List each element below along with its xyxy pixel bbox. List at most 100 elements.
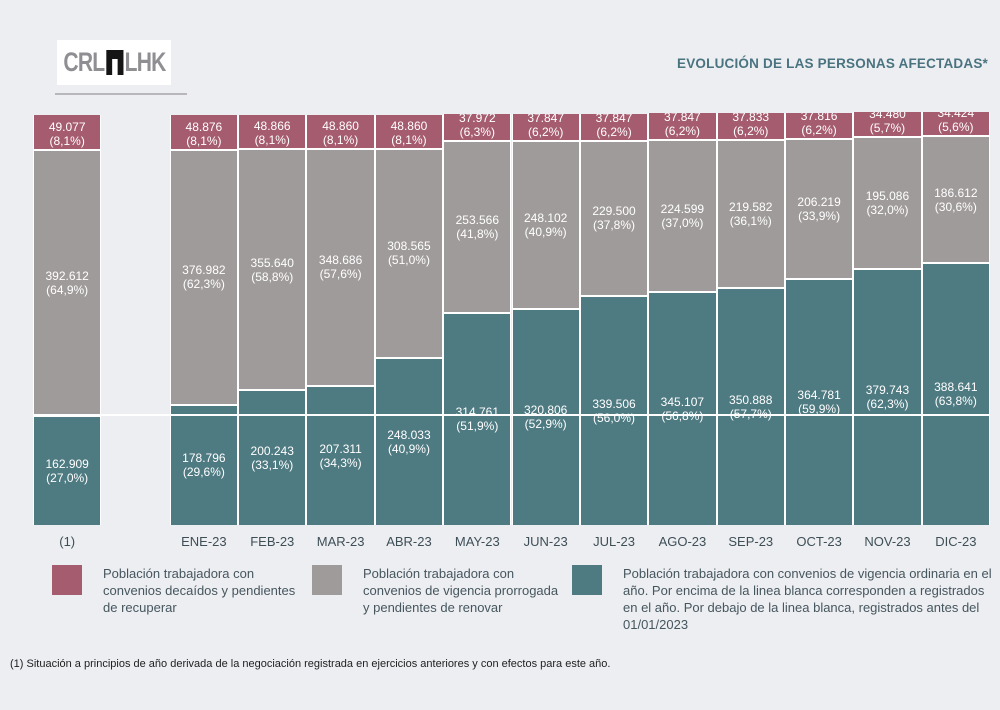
bar-segment-prorrogada: 348.686 (57,6%) — [307, 148, 374, 385]
bar-segment-prorrogada: 186.612 (30,6%) — [922, 135, 989, 262]
bar-JUL-23: 37.847 (6,2%) 229.500 (37,8%) 339.506 (56,0%) — [579, 113, 649, 525]
segment-value-label: 376.982 (62,3%) — [182, 263, 226, 292]
baseline-white-line — [33, 413, 990, 416]
bar-segment-decaidos: 48.860 (8,1%) — [375, 114, 443, 148]
bar-NOV-23: 34.480 (5,7%) 195.086 (32,0%) 379.743 (62,3%) — [853, 112, 922, 525]
x-axis-label — [101, 534, 169, 549]
segment-value-label: 49.077 (8,1%) — [48, 119, 86, 148]
segment-value-label: 162.909 (27,0%) — [45, 456, 89, 485]
segment-value-label: 34.424 (5,6%) — [937, 112, 975, 135]
bar-segment-decaidos: 37.847 (6,2%) — [580, 113, 648, 140]
bar-segment-decaidos: 34.424 (5,6%) — [922, 112, 989, 136]
x-axis-label: AGO-23 — [658, 534, 707, 549]
segment-value-label: 320.806 (52,9%) — [523, 403, 568, 432]
chart-area: 49.077 (8,1%) 392.612 (64,9%) 162.909 (27,0%)… — [33, 112, 990, 525]
legend-swatch-prorrogada — [312, 565, 342, 595]
bar-segment-prorrogada: 224.599 (37,0%) — [649, 139, 716, 292]
bar-segment-ordinaria: 379.743 (62,3%) — [854, 267, 921, 525]
segment-value-label: 253.566 (41,8%) — [455, 212, 499, 241]
segment-value-label: 229.500 (37,8%) — [592, 204, 636, 233]
segment-value-label: 206.219 (33,9%) — [797, 195, 841, 224]
page-title: EVOLUCIÓN DE LAS PERSONAS AFECTADAS* — [677, 56, 988, 71]
legend-item-prorrogada: Población trabajadora con convenios de v… — [312, 565, 567, 616]
x-axis-label: DIC-23 — [935, 534, 977, 549]
bar-ENE-23: 48.876 (8,1%) 376.982 (62,3%) 178.796 (29,6%) — [169, 115, 239, 525]
bar-segment-decaidos: 49.077 (8,1%) — [34, 115, 101, 149]
bar-segment-decaidos: 48.860 (8,1%) — [307, 115, 374, 149]
segment-value-label: 339.506 (56,0%) — [592, 396, 636, 425]
segment-value-label: 48.860 (8,1%) — [390, 118, 428, 147]
bar-segment-ordinaria: 339.506 (56,0%) — [580, 295, 648, 525]
x-axis-label: ABR-23 — [386, 534, 432, 549]
segment-value-label: 186.612 (30,6%) — [934, 185, 978, 214]
bar-OCT-23: 37.816 (6,2%) 206.219 (33,9%) 364.781 (59,9%) — [784, 112, 854, 525]
segment-value-label: 248.033 (40,9%) — [387, 427, 431, 456]
bar-segment-decaidos: 34.480 (5,7%) — [854, 112, 921, 136]
logo-lhk: LHK — [124, 47, 166, 77]
segment-value-label: 34.480 (5,7%) — [869, 112, 906, 135]
bar-ABR-23: 48.860 (8,1%) 308.565 (51,0%) 248.033 (40,9%) — [374, 114, 444, 525]
x-axis-label: SEP-23 — [728, 534, 774, 549]
bar-segment-ordinaria: 364.781 (59,9%) — [785, 277, 853, 525]
bar-segment-decaidos: 48.876 (8,1%) — [170, 115, 238, 149]
logo-text: CRL LHK — [62, 47, 166, 78]
x-axis: (1) ENE-23 FEB-23 MAR-23 ABR-23 MAY-23 JUN-23 J… — [33, 534, 990, 549]
bar-segment-decaidos: 37.816 (6,2%) — [785, 112, 853, 139]
segment-value-label: 37.847 (6,2%) — [527, 113, 565, 139]
bar-segment-prorrogada: 253.566 (41,8%) — [444, 140, 511, 312]
x-axis-label: MAY-23 — [454, 534, 500, 549]
segment-value-label: 364.781 (59,9%) — [797, 388, 841, 417]
segment-value-label: 207.311 (34,3%) — [319, 441, 362, 470]
legend-swatch-ordinaria — [572, 565, 602, 595]
bar-segment-ordinaria: 200.243 (33,1%) — [239, 389, 306, 525]
segment-value-label: 350.888 (57,7%) — [729, 393, 773, 422]
segment-value-label: 37.972 (6,3%) — [458, 114, 496, 140]
segment-value-label: 348.686 (57,6%) — [318, 253, 363, 282]
bar-segment-prorrogada: 206.219 (33,9%) — [785, 138, 853, 278]
logo-mark-icon — [105, 50, 123, 75]
bar-segment-ordinaria: 350.888 (57,7%) — [717, 287, 784, 525]
segment-value-label: 219.582 (36,1%) — [729, 199, 773, 228]
footnote: (1) Situación a principios de año deriva… — [10, 658, 611, 670]
legend-label-prorrogada: Población trabajadora con convenios de v… — [363, 566, 559, 615]
bar-col1col: 49.077 (8,1%) 392.612 (64,9%) 162.909 (27,0%) — [33, 115, 102, 525]
segment-value-label: 200.243 (33,1%) — [250, 444, 294, 473]
bar-AGO-23: 37.847 (6,2%) 224.599 (37,0%) 345.107 (56,8%) — [648, 113, 717, 525]
segment-value-label: 355.640 (58,8%) — [250, 255, 294, 284]
segment-value-label: 37.847 (6,2%) — [595, 113, 633, 139]
bar-segment-ordinaria: 345.107 (56,8%) — [649, 291, 716, 525]
bar-segment-prorrogada: 355.640 (58,8%) — [239, 148, 306, 390]
bar-segment-ordinaria: 314.761 (51,9%) — [444, 311, 511, 525]
segment-value-label: 392.612 (64,9%) — [45, 268, 89, 297]
bar-segment-prorrogada: 308.565 (51,0%) — [375, 147, 443, 357]
segment-value-label: 345.107 (56,8%) — [660, 395, 705, 424]
logo-crl: CRL — [62, 47, 105, 77]
legend-item-ordinaria: Población trabajadora con convenios de v… — [572, 565, 992, 633]
bar-segment-ordinaria: 388.641 (63,8%) — [922, 261, 989, 525]
bar-JUN-23: 37.847 (6,2%) 248.102 (40,9%) 320.806 (52,9%) — [511, 113, 580, 525]
bar-segment-prorrogada: 229.500 (37,8%) — [580, 139, 648, 295]
segment-value-label: 248.102 (40,9%) — [523, 210, 568, 239]
legend-label-decaidos: Población trabajadora con convenios deca… — [103, 566, 296, 615]
bar-segment-prorrogada: 248.102 (40,9%) — [512, 139, 579, 308]
segment-value-label: 37.833 (6,2%) — [732, 112, 770, 138]
legend-label-ordinaria: Población trabajadora con convenios de v… — [623, 566, 992, 632]
segment-value-label: 379.743 (62,3%) — [865, 383, 910, 412]
bar-segment-decaidos: 37.847 (6,2%) — [649, 113, 716, 140]
segment-value-label: 48.876 (8,1%) — [185, 119, 223, 148]
segment-value-label: 37.816 (6,2%) — [800, 112, 838, 138]
bar-segment-ordinaria: 248.033 (40,9%) — [375, 356, 443, 525]
bar-MAR-23: 48.860 (8,1%) 348.686 (57,6%) 207.311 (34,3%) — [306, 115, 375, 525]
bar-SEP-23: 37.833 (6,2%) 219.582 (36,1%) 350.888 (57,7%) — [716, 112, 785, 525]
bar-MAY-23: 37.972 (6,3%) 253.566 (41,8%) 314.761 (51,9%) — [443, 114, 512, 525]
segment-value-label: 178.796 (29,6%) — [182, 451, 226, 480]
bar-segment-prorrogada: 195.086 (32,0%) — [854, 135, 921, 268]
bar-segment-ordinaria: 207.311 (34,3%) — [307, 384, 374, 525]
bar-segment-ordinaria: 320.806 (52,9%) — [512, 307, 579, 525]
logo: CRL LHK — [57, 40, 171, 85]
legend-swatch-decaidos — [52, 565, 82, 595]
bar-segment-decaidos: 37.972 (6,3%) — [444, 114, 511, 141]
bar-FEB-23: 48.866 (8,1%) 355.640 (58,8%) 200.243 (33,1%) — [238, 115, 307, 525]
segment-value-label: 37.847 (6,2%) — [664, 113, 701, 139]
